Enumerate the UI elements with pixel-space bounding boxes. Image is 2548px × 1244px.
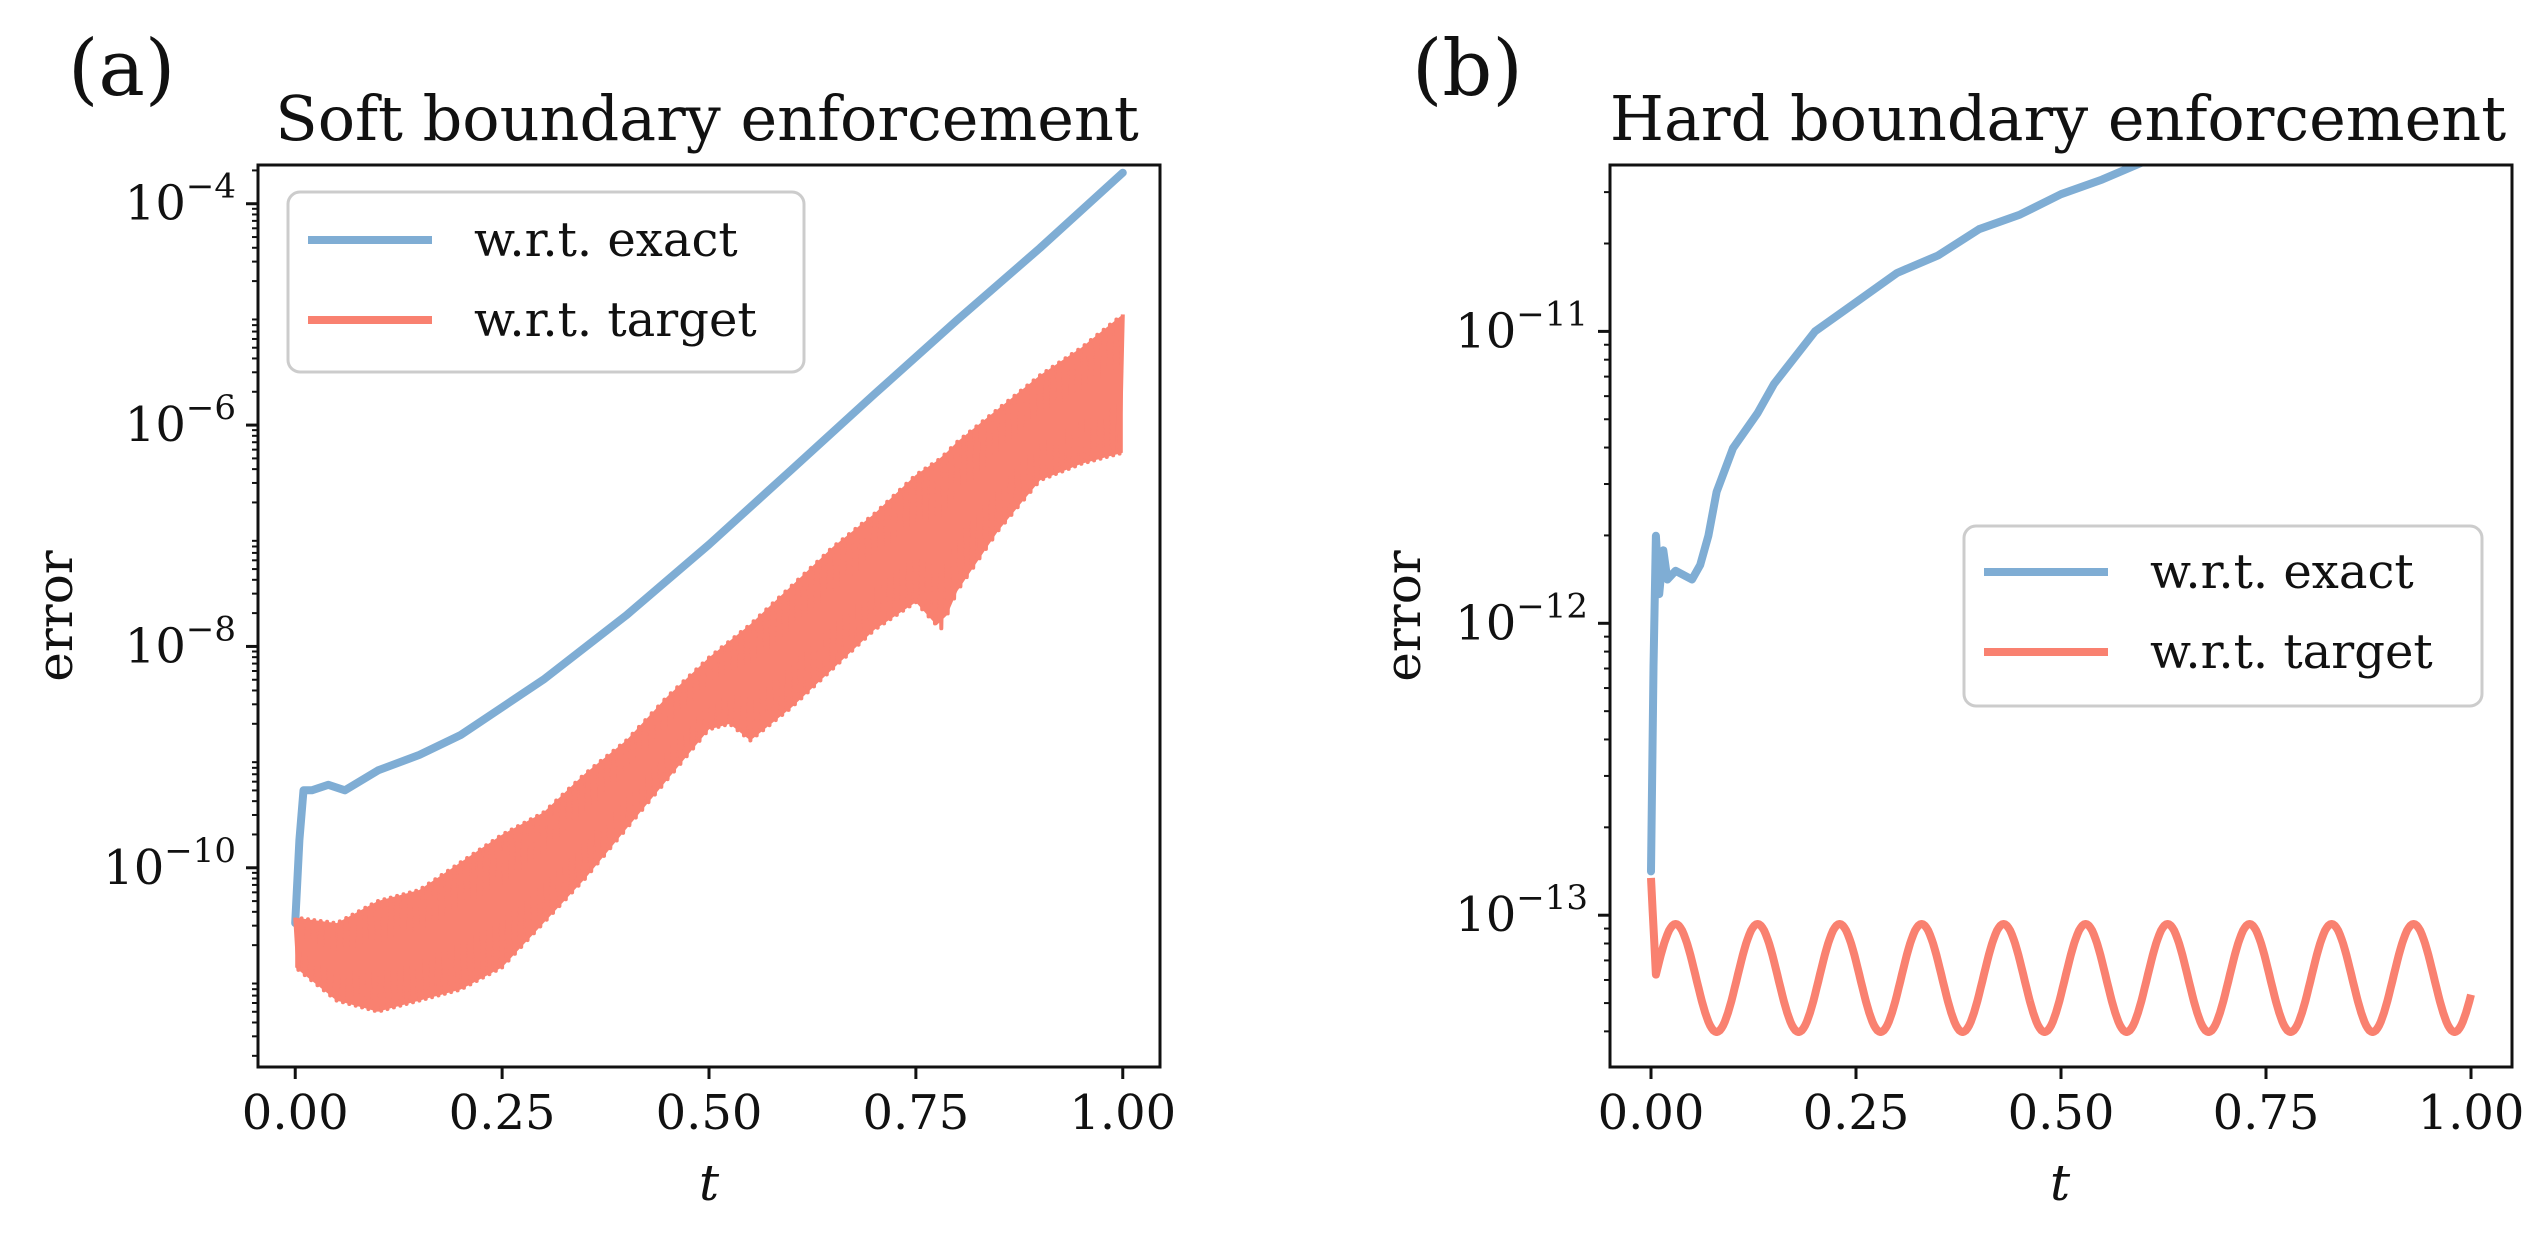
panel-a-y-tick-label: 10−10 bbox=[103, 831, 236, 896]
panel-b-x-tick-label: 0.50 bbox=[2008, 1085, 2115, 1141]
panel-a-x-tick-label: 0.25 bbox=[449, 1085, 556, 1141]
panel-a-x-tick-label: 0.75 bbox=[862, 1085, 969, 1141]
panel-b-x-axis-label: t bbox=[2050, 1154, 2071, 1212]
panel-a-y-tick-label: 10−8 bbox=[125, 609, 236, 674]
panel-a-x-tick-label: 0.50 bbox=[656, 1085, 763, 1141]
panel-b-label: (b) bbox=[1412, 24, 1523, 114]
panel-a-x-tick-label: 1.00 bbox=[1069, 1085, 1176, 1141]
panel-a-y-tick-label: 10−6 bbox=[125, 388, 236, 453]
panel-a-soft-boundary: (a) Soft boundary enforcement 0.00 0.25 0.… bbox=[26, 24, 1176, 1212]
panel-b-y-axis-label: error bbox=[1374, 550, 1432, 681]
panel-a-series-exact-line bbox=[291, 168, 1127, 928]
panel-b-title: Hard boundary enforcement bbox=[1610, 82, 2506, 155]
panel-b-legend-target-label: w.r.t. target bbox=[2150, 624, 2433, 680]
panel-a-title: Soft boundary enforcement bbox=[275, 82, 1139, 155]
panel-b-series-exact-line bbox=[1647, 165, 2148, 876]
panel-a-y-axis-label: error bbox=[26, 550, 84, 681]
panel-b-y-tick-label: 10−12 bbox=[1455, 586, 1588, 651]
panel-a-x-axis-label: t bbox=[699, 1154, 720, 1212]
panel-b-x-tick-label: 1.00 bbox=[2418, 1085, 2525, 1141]
panel-b-x-tick-label: 0.25 bbox=[1803, 1085, 1910, 1141]
panel-b-hard-boundary: (b) Hard boundary enforcement 0.00 0.25 0.… bbox=[1374, 24, 2524, 1212]
panel-a-series-target-line bbox=[293, 314, 1125, 1013]
panel-a-label: (a) bbox=[68, 24, 175, 114]
panel-a-legend-target-label: w.r.t. target bbox=[474, 292, 757, 348]
panel-b-series-target-line bbox=[1647, 877, 2475, 1036]
panel-b-legend-exact-label: w.r.t. exact bbox=[2150, 544, 2414, 600]
panel-b-y-tick-label: 10−13 bbox=[1455, 878, 1588, 943]
panel-a-y-tick-label: 10−4 bbox=[125, 167, 236, 232]
panel-b-legend: w.r.t. exact w.r.t. target bbox=[1962, 524, 2484, 708]
panel-b-x-tick-label: 0.75 bbox=[2213, 1085, 2320, 1141]
panel-a-x-tick-label: 0.00 bbox=[242, 1085, 349, 1141]
panel-b-x-tick-label: 0.00 bbox=[1598, 1085, 1705, 1141]
panel-a-legend-exact-label: w.r.t. exact bbox=[474, 212, 738, 268]
panel-b-y-tick-label: 10−11 bbox=[1455, 294, 1588, 359]
panel-a-legend: w.r.t. exact w.r.t. target bbox=[286, 190, 806, 374]
